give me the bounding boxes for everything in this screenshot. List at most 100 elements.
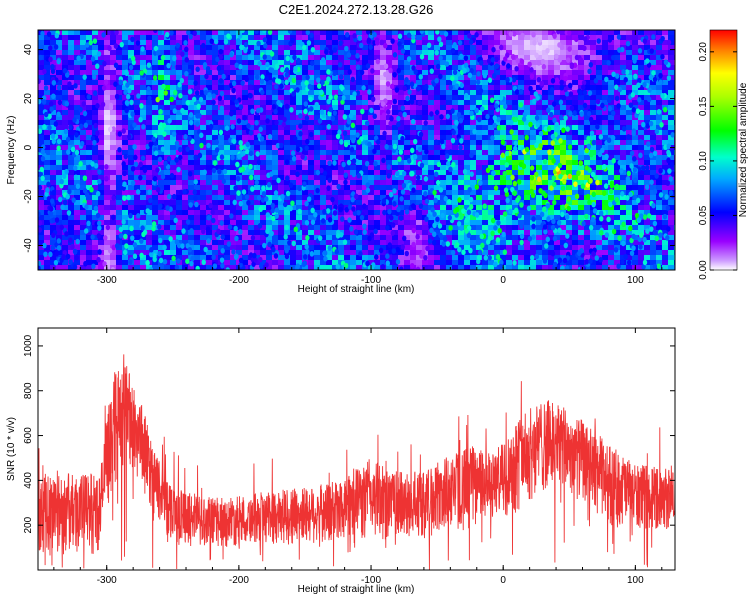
spectrogram-cell xyxy=(128,40,135,46)
spectrogram-cell xyxy=(278,220,285,226)
spectrogram-cell xyxy=(656,95,663,101)
spectrogram-cell xyxy=(164,265,171,270)
spectrogram-cell xyxy=(644,195,651,201)
spectrogram-cell xyxy=(410,250,417,256)
spectrogram-cell xyxy=(464,250,471,256)
spectrogram-cell xyxy=(590,195,597,201)
spectrogram-cell xyxy=(254,220,261,226)
spectrogram-cell xyxy=(488,185,495,191)
spectrogram-cell xyxy=(308,175,315,181)
spectrogram-cell xyxy=(386,160,393,166)
spectrogram-cell xyxy=(542,80,549,86)
spectrogram-cell xyxy=(194,125,201,131)
spectrogram-cell xyxy=(206,230,213,236)
spectrogram-cell xyxy=(410,55,417,61)
spectrogram-cell xyxy=(548,130,555,136)
spectrogram-cell xyxy=(488,175,495,181)
spectrogram-cell xyxy=(566,170,573,176)
spectrogram-cell xyxy=(248,55,255,61)
spectrogram-cell xyxy=(110,175,117,181)
spectrogram-cell xyxy=(608,255,615,261)
spectrogram-cell xyxy=(56,115,63,121)
spectrogram-cell xyxy=(482,150,489,156)
spectrogram-cell xyxy=(170,180,177,186)
spectrogram-cell xyxy=(116,105,123,111)
spectrogram-cell xyxy=(584,60,591,66)
spectrogram-cell xyxy=(224,115,231,121)
spectrogram-cell xyxy=(278,140,285,146)
spectrogram-cell xyxy=(518,115,525,121)
spectrogram-cell xyxy=(506,95,513,101)
spectrogram-cell xyxy=(404,225,411,231)
spectrogram-cell xyxy=(536,260,543,266)
spectrogram-cell xyxy=(164,175,171,181)
spectrogram-cell xyxy=(620,225,627,231)
spectrogram-cell xyxy=(518,215,525,221)
spectrogram-cell xyxy=(98,150,105,156)
spectrogram-cell xyxy=(332,105,339,111)
spectrogram-cell xyxy=(350,95,357,101)
spectrogram-cell xyxy=(488,245,495,251)
spectrogram-cell xyxy=(134,55,141,61)
spectrogram-cell xyxy=(284,110,291,116)
spectrogram-cell xyxy=(92,225,99,231)
spectrogram-cell xyxy=(446,260,453,266)
spectrogram-cell xyxy=(356,120,363,126)
spectrogram-cell xyxy=(440,250,447,256)
spectrogram-cell xyxy=(128,205,135,211)
spectrogram-cell xyxy=(74,220,81,226)
spectrogram-cell xyxy=(392,115,399,121)
spectrogram-cell xyxy=(470,225,477,231)
spectrogram-cell xyxy=(260,35,267,41)
spectrogram-cell xyxy=(266,215,273,221)
spectrogram-cell xyxy=(392,175,399,181)
spectrogram-cell xyxy=(614,155,621,161)
spectrogram-cell xyxy=(68,55,75,61)
spectrogram-cell xyxy=(260,70,267,76)
spectrogram-cell xyxy=(98,105,105,111)
spectrogram-cell xyxy=(332,30,339,36)
spectrogram-cell xyxy=(254,100,261,106)
spectrogram-cell xyxy=(392,140,399,146)
spectrogram-cell xyxy=(140,40,147,46)
spectrogram-cell xyxy=(320,205,327,211)
spectrogram-cell xyxy=(620,175,627,181)
spectrogram-cell xyxy=(650,115,657,121)
spectrogram-cell xyxy=(164,240,171,246)
spectrogram-cell xyxy=(554,200,561,206)
spectrogram-cell xyxy=(590,255,597,261)
spectrogram-cell xyxy=(242,250,249,256)
spectrogram-cell xyxy=(428,200,435,206)
spectrogram-cell xyxy=(596,260,603,266)
spectrogram-cell xyxy=(596,60,603,66)
spectrogram-cell xyxy=(254,170,261,176)
spectrogram-cell xyxy=(404,230,411,236)
spectrogram-cell xyxy=(464,40,471,46)
spectrogram-cell xyxy=(158,165,165,171)
spectrogram-cell xyxy=(344,115,351,121)
spectrogram-cell xyxy=(428,60,435,66)
spectrogram-cell xyxy=(338,235,345,241)
spectrogram-cell xyxy=(578,35,585,41)
spectrogram-cell xyxy=(572,45,579,51)
spectrogram-cell xyxy=(206,180,213,186)
spectrogram-cell xyxy=(80,210,87,216)
spectrogram-cell xyxy=(530,70,537,76)
spectrogram-cell xyxy=(254,55,261,61)
spectrogram-cell xyxy=(242,180,249,186)
spectrogram-cell xyxy=(620,150,627,156)
spectrogram-cell xyxy=(188,265,195,270)
spectrogram-cell xyxy=(56,70,63,76)
spectrogram-cell xyxy=(272,145,279,151)
spectrogram-cell xyxy=(164,70,171,76)
spectrogram-cell xyxy=(608,205,615,211)
spectrogram-cell xyxy=(74,50,81,56)
spectrogram-cell xyxy=(98,160,105,166)
spectrogram-cell xyxy=(194,220,201,226)
spectrogram-cell xyxy=(314,110,321,116)
spectrogram-cell xyxy=(104,40,111,46)
spectrogram-cell xyxy=(140,35,147,41)
spectrogram-cell xyxy=(254,80,261,86)
spectrogram-cell xyxy=(278,160,285,166)
spectrogram-cell xyxy=(176,180,183,186)
